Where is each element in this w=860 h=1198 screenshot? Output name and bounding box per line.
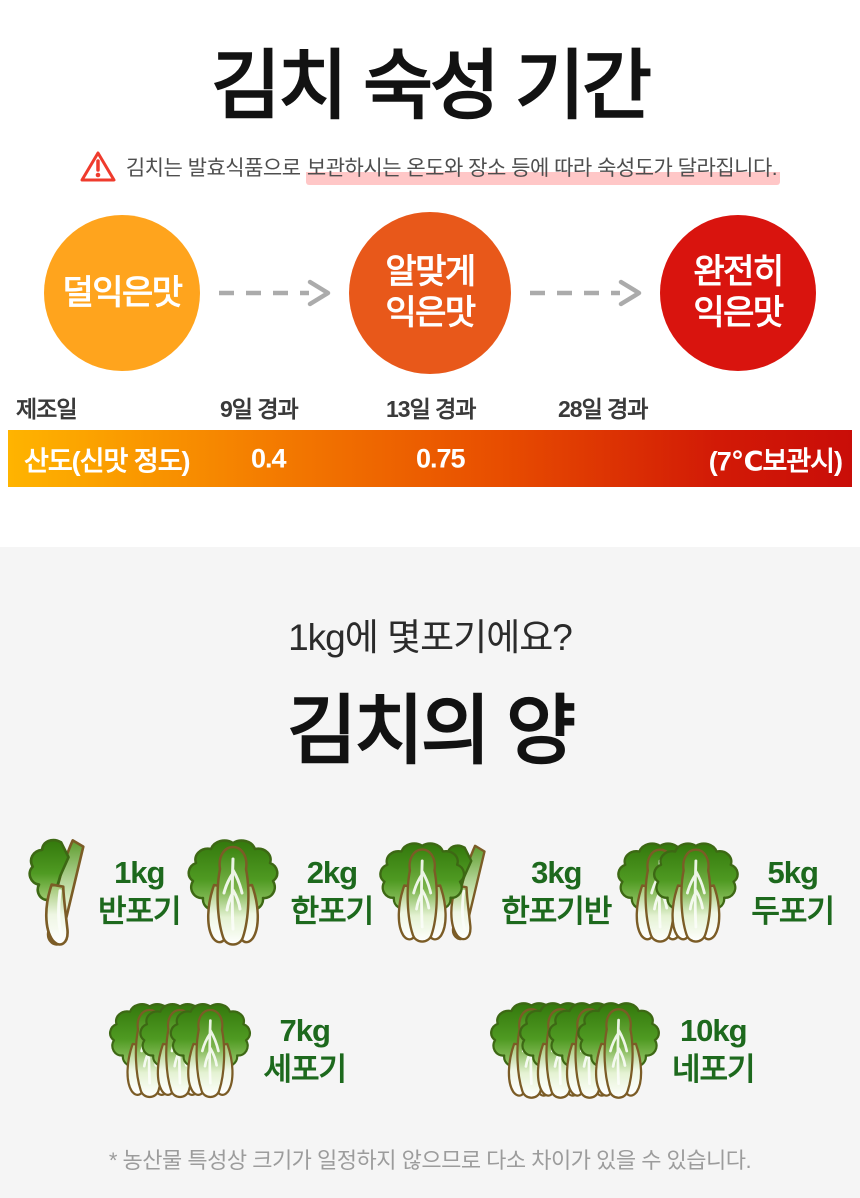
notice-highlighted-text: 보관하시는 온도와 장소 등에 따라 숙성도가 달라집니다. — [305, 157, 781, 186]
timeline-label-28days: 28일 경과 — [558, 396, 648, 423]
cabbage-and-half-icon — [379, 842, 487, 944]
item-count: 두포기 — [751, 894, 835, 929]
three-cabbages-icon — [109, 1002, 252, 1099]
quantity-subtitle: 1kg에 몇포기에요? — [288, 617, 573, 658]
item-count: 한포기반 — [501, 894, 612, 929]
notice-prefix: 김치는 발효식품으로 — [125, 157, 306, 181]
quantity-item-label: 1kg 반포기 — [98, 854, 182, 932]
quantity-item-label: 10kg 네포기 — [672, 1012, 756, 1090]
quantity-row-2: 7kg 세포기 10kg 네포기 — [0, 983, 860, 1119]
dashed-arrow-icon — [529, 279, 641, 307]
section-quantity: 1kg에 몇포기에요? 김치의 양 1kg 반포기 2kg 한포기 — [0, 547, 860, 1198]
page-title: 김치 숙성 기간 — [211, 44, 652, 129]
quantity-item-7kg: 7kg 세포기 — [105, 992, 347, 1110]
item-count: 반포기 — [98, 894, 182, 929]
acidity-value-1: 0.4 — [251, 443, 287, 474]
quantity-item-label: 7kg 세포기 — [263, 1012, 347, 1090]
item-weight: 3kg — [531, 855, 582, 891]
timeline-label-manufacture-date: 제조일 — [16, 396, 77, 423]
cabbage-icon — [186, 839, 279, 946]
item-weight: 1kg — [114, 855, 165, 891]
item-weight: 10kg — [679, 1013, 748, 1049]
item-weight: 2kg — [306, 855, 358, 891]
ripening-timeline: 제조일 9일 경과 13일 경과 28일 경과 — [0, 390, 860, 422]
quantity-item-label: 5kg 두포기 — [751, 854, 835, 932]
item-count: 네포기 — [672, 1052, 756, 1087]
quantity-item-label: 3kg 한포기반 — [501, 854, 612, 932]
item-count: 세포기 — [263, 1052, 347, 1087]
size-variation-footnote: * 농산물 특성상 크기가 일정하지 않으므로 다소 차이가 있을 수 있습니다… — [108, 1148, 752, 1173]
acidity-value-2: 0.75 — [416, 443, 466, 474]
dashed-arrow-icon — [218, 279, 330, 307]
item-weight: 5kg — [767, 855, 818, 891]
two-cabbages-icon — [617, 842, 740, 943]
stage-circle-underripe: 덜익은맛 — [44, 215, 200, 372]
quantity-item-10kg: 10kg 네포기 — [486, 992, 756, 1110]
quantity-item-5kg: 5kg 두포기 — [613, 834, 835, 952]
warning-triangle-icon — [80, 151, 116, 182]
ripening-stages: 덜익은맛 알맞게 익은맛 완전히 익은맛 — [0, 212, 860, 375]
notice-text: 김치는 발효식품으로 보관하시는 온도와 장소 등에 따라 숙성도가 달라집니다… — [125, 152, 781, 186]
acidity-gradient-bar: 산도(신맛 정도) 0.4 0.75 (7℃보관시) — [8, 430, 852, 488]
cabbage-half-icon — [28, 838, 85, 947]
timeline-label-9days: 9일 경과 — [220, 396, 299, 423]
section-ripening: 김치 숙성 기간 김치는 발효식품으로 보관하시는 온도와 장소 등에 따라 숙… — [0, 0, 860, 547]
stage-circle-well-ripened: 알맞게 익은맛 — [349, 212, 511, 375]
four-cabbages-icon — [489, 1002, 661, 1100]
quantity-row-1: 1kg 반포기 2kg 한포기 3kg 한포기반 — [0, 825, 860, 961]
item-count: 한포기 — [290, 894, 375, 929]
quantity-item-1kg: 1kg 반포기 — [26, 834, 182, 952]
ripening-notice: 김치는 발효식품으로 보관하시는 온도와 장소 등에 따라 숙성도가 달라집니다… — [0, 150, 860, 186]
quantity-item-label: 2kg 한포기 — [290, 854, 375, 932]
acidity-label: 산도(신맛 정도) — [24, 446, 191, 477]
quantity-item-2kg: 2kg 한포기 — [183, 834, 374, 952]
quantity-title: 김치의 양 — [287, 689, 576, 774]
quantity-item-3kg: 3kg 한포기반 — [375, 834, 612, 952]
item-weight: 7kg — [279, 1013, 331, 1049]
timeline-label-13days: 13일 경과 — [386, 396, 476, 423]
acidity-storage-note: (7℃보관시) — [708, 446, 843, 477]
stage-circle-fully-ripened: 완전히 익은맛 — [660, 215, 816, 372]
